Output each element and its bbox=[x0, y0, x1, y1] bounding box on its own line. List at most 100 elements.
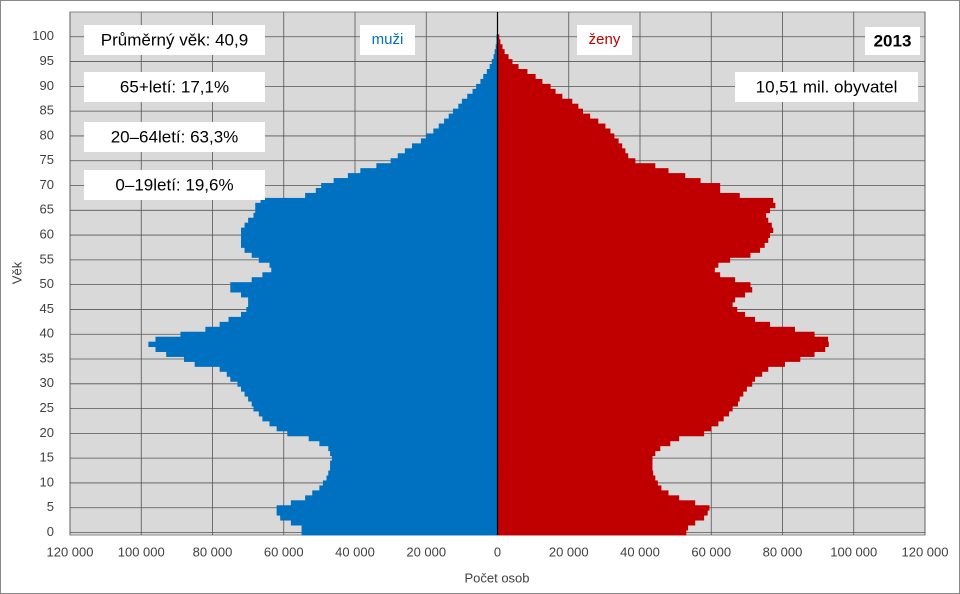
bar bbox=[497, 34, 500, 40]
bar bbox=[420, 138, 498, 144]
bar bbox=[258, 257, 498, 263]
y-tick-label: 70 bbox=[40, 177, 54, 192]
bar bbox=[269, 420, 498, 427]
bar bbox=[194, 361, 498, 367]
bar bbox=[248, 302, 498, 308]
bar bbox=[444, 118, 498, 124]
bar bbox=[228, 316, 498, 323]
bar bbox=[497, 143, 623, 149]
y-axis-title: Věk bbox=[9, 261, 24, 284]
bar bbox=[497, 232, 771, 238]
bar bbox=[497, 212, 767, 219]
bar bbox=[497, 306, 738, 313]
bar bbox=[497, 346, 826, 352]
bar bbox=[497, 163, 656, 169]
bar bbox=[305, 192, 498, 199]
y-tick-label: 65 bbox=[40, 202, 54, 217]
bar bbox=[472, 88, 498, 95]
bar bbox=[241, 232, 498, 238]
bar bbox=[497, 381, 753, 387]
bar bbox=[497, 495, 680, 501]
bar bbox=[497, 103, 579, 110]
bar bbox=[347, 173, 498, 179]
y-tick-label: 30 bbox=[40, 375, 54, 390]
bar bbox=[497, 311, 746, 318]
bar bbox=[497, 351, 815, 357]
bar bbox=[497, 500, 696, 506]
bar bbox=[494, 49, 498, 55]
bar bbox=[497, 192, 740, 199]
bar bbox=[184, 356, 498, 362]
bar bbox=[497, 490, 669, 496]
bar bbox=[330, 465, 498, 471]
bar bbox=[262, 416, 498, 422]
bar bbox=[497, 54, 509, 60]
bar bbox=[476, 83, 498, 90]
x-tick-label: 20 000 bbox=[549, 544, 589, 559]
bar bbox=[497, 98, 573, 105]
bar bbox=[253, 406, 498, 412]
bar bbox=[497, 69, 528, 75]
bar bbox=[497, 416, 724, 422]
bar bbox=[276, 425, 498, 432]
bar bbox=[448, 113, 498, 119]
bar bbox=[480, 78, 498, 85]
x-tick-label: 80 000 bbox=[193, 544, 233, 559]
bar bbox=[497, 530, 687, 536]
bar bbox=[319, 485, 498, 491]
bar bbox=[497, 247, 761, 253]
bar bbox=[322, 480, 498, 486]
bar bbox=[328, 445, 498, 452]
annotation: 65+letí: 17,1% bbox=[120, 77, 229, 96]
bar bbox=[251, 401, 498, 407]
y-tick-label: 55 bbox=[40, 251, 54, 266]
bar bbox=[497, 173, 686, 179]
y-tick-label: 50 bbox=[40, 276, 54, 291]
bar bbox=[290, 520, 498, 526]
bar bbox=[497, 401, 738, 407]
bar bbox=[319, 440, 498, 447]
y-tick-label: 0 bbox=[47, 524, 54, 539]
bar bbox=[497, 93, 563, 100]
bar bbox=[497, 297, 736, 303]
bar bbox=[269, 262, 498, 268]
bar bbox=[497, 78, 543, 85]
bar bbox=[248, 297, 498, 303]
bar bbox=[433, 128, 498, 134]
bar bbox=[237, 381, 498, 387]
bar bbox=[258, 411, 498, 417]
bar bbox=[497, 272, 721, 278]
bar bbox=[246, 306, 498, 313]
bar bbox=[301, 530, 498, 536]
y-tick-label: 60 bbox=[40, 227, 54, 242]
bar bbox=[497, 376, 756, 382]
bar bbox=[497, 113, 591, 119]
bar bbox=[497, 425, 712, 432]
bar bbox=[486, 69, 498, 75]
bar bbox=[241, 227, 498, 234]
bar bbox=[226, 371, 498, 377]
x-axis-title: Počet osob bbox=[464, 570, 529, 585]
bar bbox=[248, 396, 498, 402]
bar bbox=[255, 202, 498, 209]
bar bbox=[452, 108, 498, 115]
annotation-box bbox=[84, 25, 265, 55]
bar bbox=[497, 435, 680, 442]
bar bbox=[497, 197, 774, 204]
bar bbox=[497, 49, 505, 55]
bar bbox=[497, 326, 795, 333]
legend-label: ženy bbox=[589, 31, 621, 48]
bar bbox=[497, 242, 765, 248]
bar bbox=[497, 505, 710, 511]
y-tick-label: 75 bbox=[40, 152, 54, 167]
bar bbox=[497, 336, 829, 343]
bar bbox=[497, 460, 653, 466]
bar bbox=[497, 386, 747, 392]
bar bbox=[497, 59, 513, 65]
bar bbox=[241, 292, 498, 298]
bar bbox=[497, 450, 656, 457]
bar bbox=[497, 123, 606, 129]
x-tick-label: 0 bbox=[494, 544, 501, 559]
